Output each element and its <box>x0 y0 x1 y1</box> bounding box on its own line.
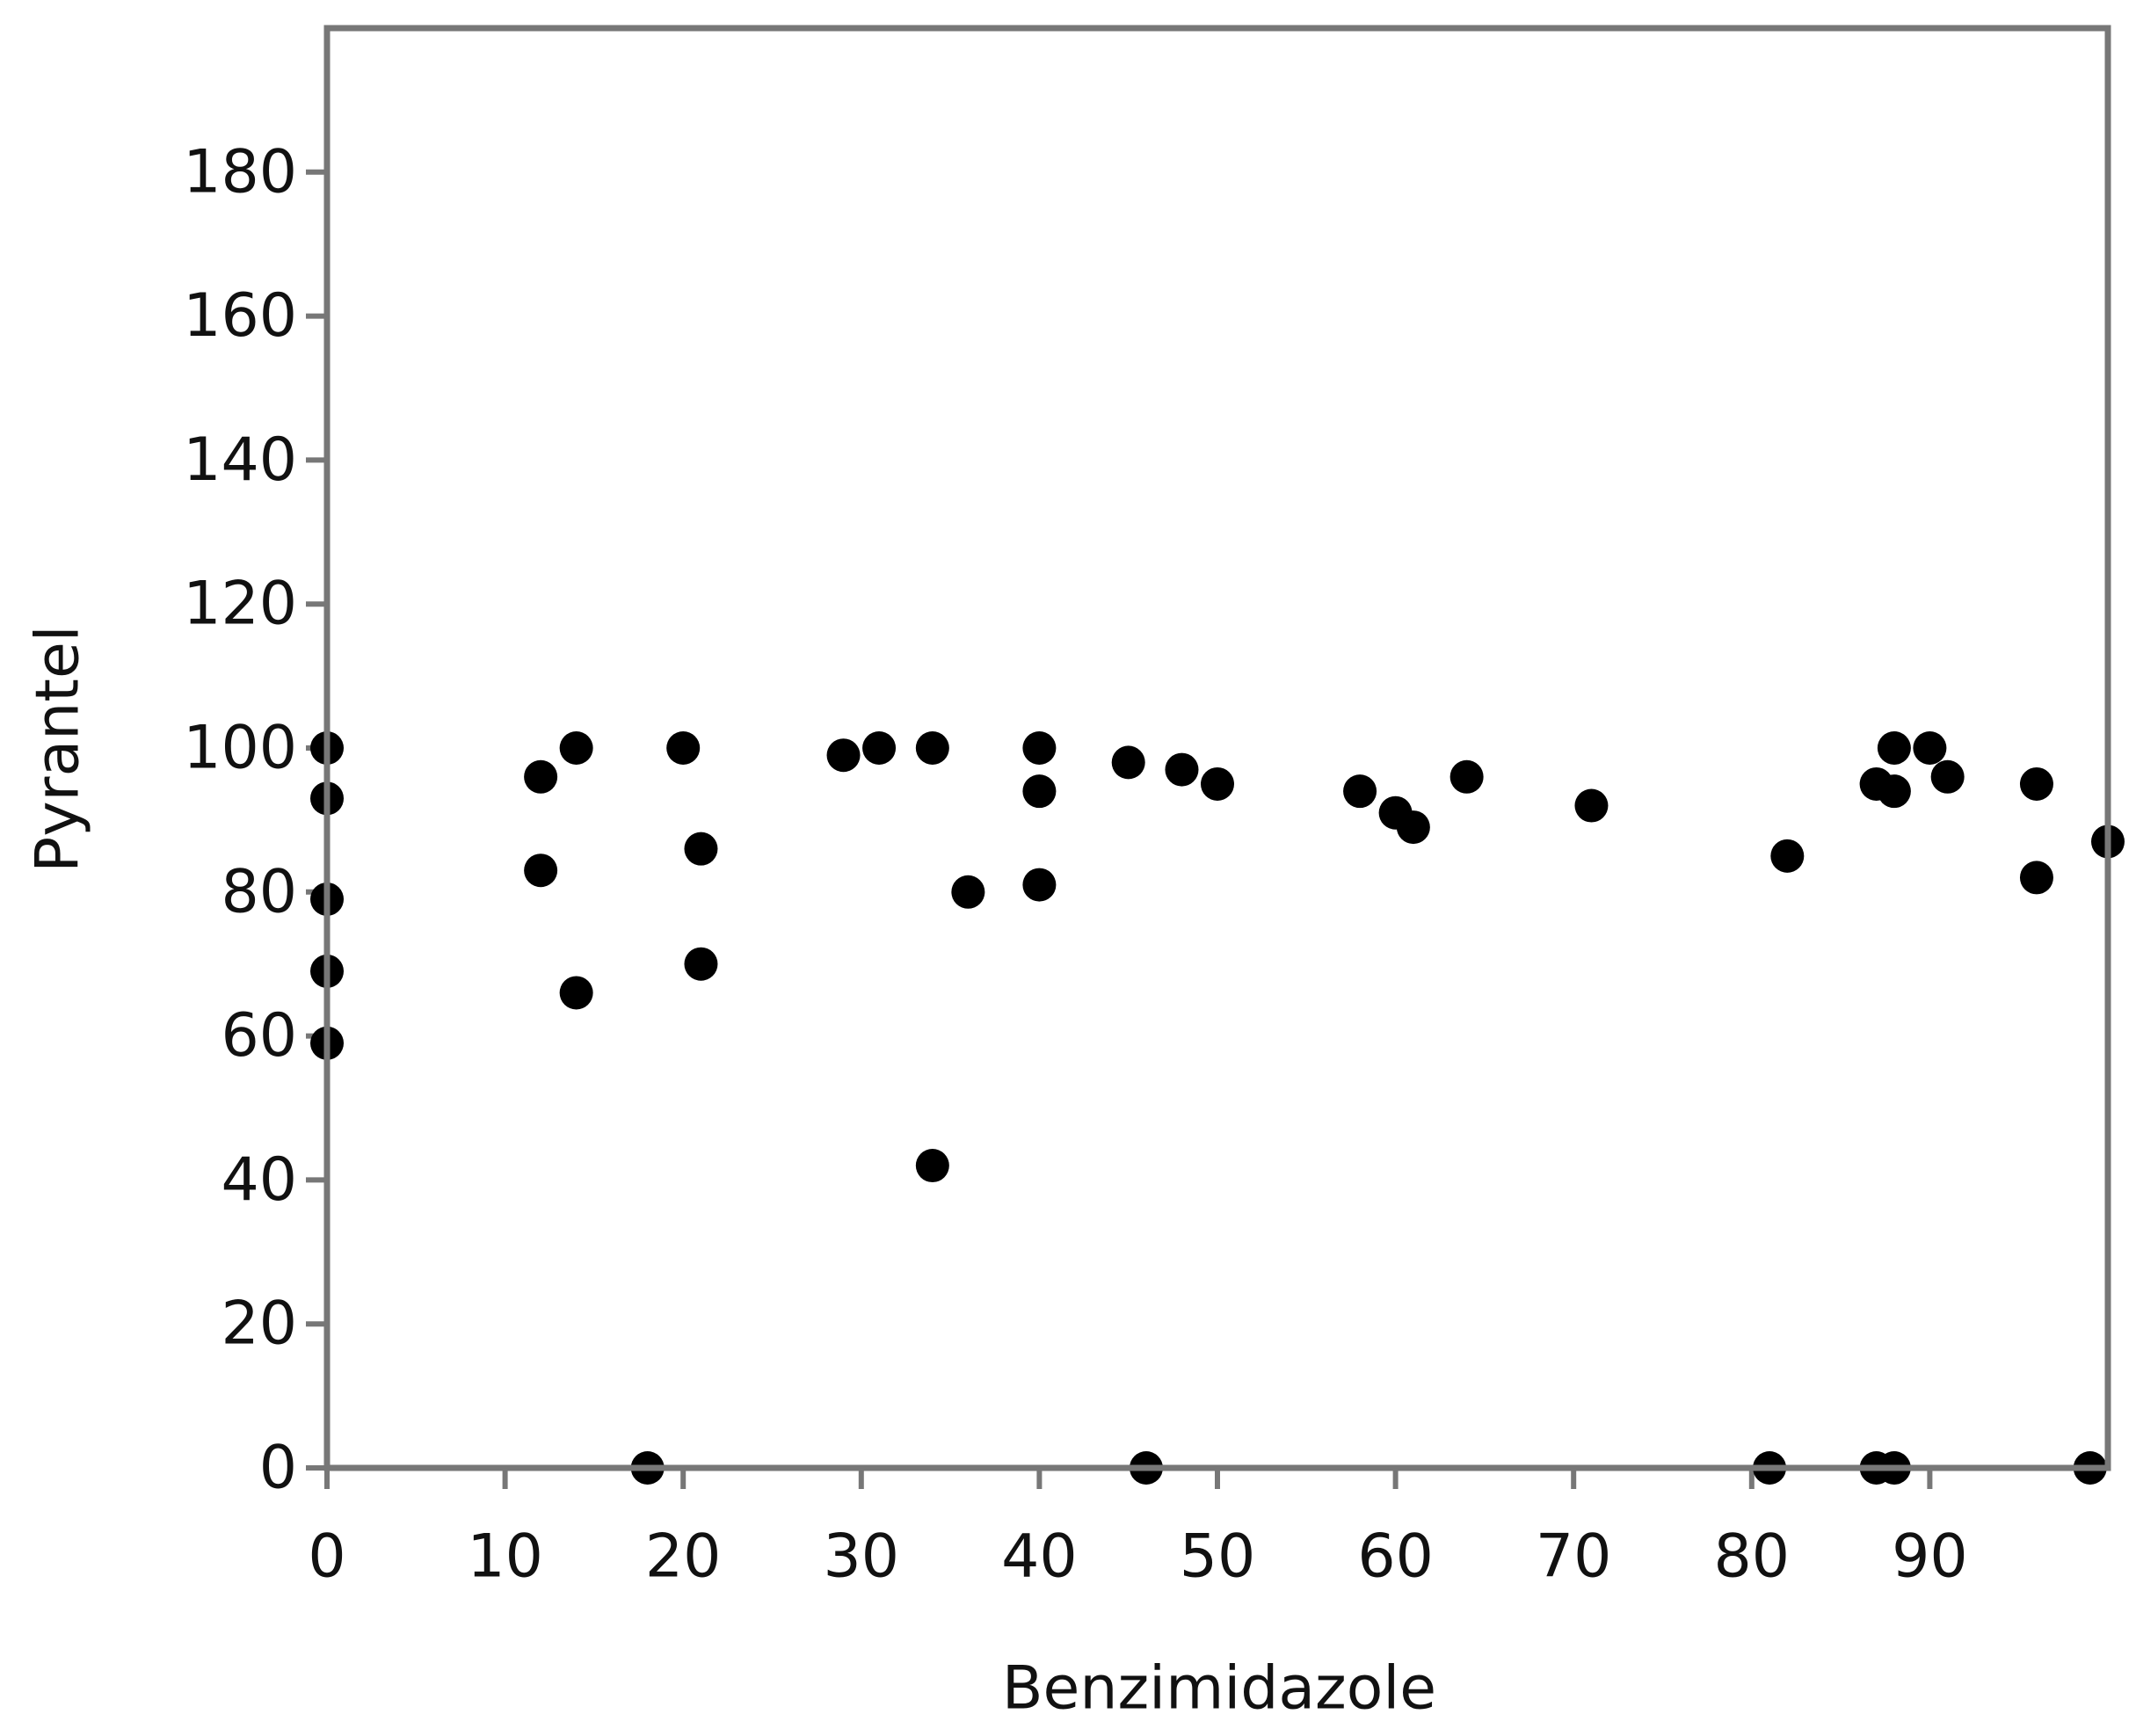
y-axis-label: Pyrantel <box>24 625 93 872</box>
point <box>1770 839 1805 873</box>
x-tick-label: 60 <box>1357 1522 1434 1592</box>
point <box>666 731 701 765</box>
x-tick-label: 20 <box>645 1522 722 1592</box>
y-tick-label: 20 <box>221 1289 297 1359</box>
plot-frame <box>323 25 2111 1471</box>
point <box>1022 731 1057 765</box>
x-tick-label: 10 <box>467 1522 543 1592</box>
point <box>684 947 718 981</box>
point <box>1022 868 1057 902</box>
point <box>1913 731 1947 765</box>
point <box>1343 774 1377 809</box>
point <box>1022 774 1057 809</box>
point <box>1165 752 1199 787</box>
y-tick-label: 120 <box>183 570 297 639</box>
y-tick-label: 60 <box>221 1001 297 1071</box>
point <box>524 759 558 794</box>
x-tick-label: 50 <box>1180 1522 1256 1592</box>
point <box>915 1149 949 1183</box>
point <box>951 875 985 909</box>
point <box>559 976 593 1010</box>
point <box>1877 774 1911 809</box>
point <box>1201 766 1234 801</box>
point <box>862 731 897 765</box>
point <box>2019 766 2053 801</box>
y-tick-label: 180 <box>183 137 297 207</box>
point <box>524 853 558 888</box>
x-tick-label: 70 <box>1536 1522 1612 1592</box>
point <box>1111 745 1145 780</box>
point <box>915 731 949 765</box>
y-tick-label: 0 <box>259 1434 297 1503</box>
y-tick-label: 80 <box>221 857 297 926</box>
point <box>1877 731 1911 765</box>
point <box>1449 759 1484 794</box>
y-tick-label: 40 <box>221 1145 297 1215</box>
point <box>559 731 593 765</box>
x-tick-label: 0 <box>308 1522 345 1592</box>
y-tick-label: 140 <box>183 425 297 495</box>
point <box>2019 861 2053 895</box>
x-tick-label: 80 <box>1714 1522 1791 1592</box>
point <box>1396 810 1430 845</box>
point <box>684 832 718 866</box>
x-tick-label: 90 <box>1892 1522 1968 1592</box>
x-tick-label: 30 <box>824 1522 900 1592</box>
x-tick-label: 40 <box>1001 1522 1078 1592</box>
point <box>826 738 861 773</box>
x-axis-label: Benzimidazole <box>1002 1654 1436 1724</box>
point <box>1930 759 1965 794</box>
y-tick-label: 100 <box>183 714 297 783</box>
point <box>1574 788 1609 823</box>
y-tick-label: 160 <box>183 281 297 351</box>
